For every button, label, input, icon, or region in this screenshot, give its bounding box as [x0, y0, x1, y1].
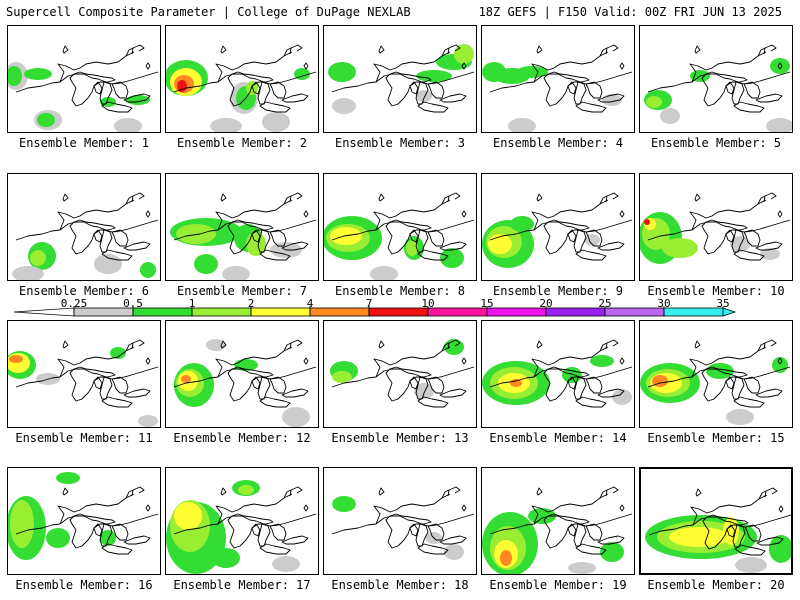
colorbar-tick-label: 25 — [598, 297, 612, 310]
run-valid-time: 18Z GEFS | F150 Valid: 00Z FRI JUN 13 20… — [478, 5, 782, 19]
colorbar-tick-label: 2 — [247, 297, 255, 310]
colorbar-tick-label: 35 — [716, 297, 730, 310]
colorbar-tick-label: 0.5 — [123, 297, 143, 310]
ensemble-map-member-5[interactable] — [639, 25, 793, 133]
ensemble-member-label: Ensemble Member: 17 — [173, 578, 311, 592]
map-graphic — [166, 480, 317, 574]
ensemble-member-label: Ensemble Member: 7 — [176, 284, 308, 298]
colorbar-tick-label: 7 — [365, 297, 373, 310]
ensemble-map-member-9[interactable] — [481, 173, 635, 281]
ensemble-member-label: Ensemble Member: 5 — [650, 136, 782, 150]
ensemble-member-label: Ensemble Member: 3 — [334, 136, 466, 150]
ensemble-member-label: Ensemble Member: 18 — [331, 578, 469, 592]
map-graphic — [331, 486, 475, 560]
colorbar-tick-label: 0.25 — [60, 297, 88, 310]
ensemble-member-label: Ensemble Member: 9 — [492, 284, 624, 298]
map-graphic — [324, 192, 475, 280]
ensemble-map-member-16[interactable] — [7, 467, 161, 575]
ensemble-member-label: Ensemble Member: 12 — [173, 431, 311, 445]
ensemble-map-member-12[interactable] — [165, 320, 319, 428]
colorbar-tick-label: 1 — [188, 297, 196, 310]
map-graphic — [330, 339, 475, 408]
ensemble-map-member-10[interactable] — [639, 173, 793, 281]
ensemble-member-label: Ensemble Member: 11 — [15, 431, 153, 445]
colorbar-tick-label: 10 — [421, 297, 435, 310]
ensemble-member-label: Ensemble Member: 15 — [647, 431, 785, 445]
ensemble-map-member-1[interactable] — [7, 25, 161, 133]
ensemble-map-member-8[interactable] — [323, 173, 477, 281]
ensemble-map-member-18[interactable] — [323, 467, 477, 575]
colorbar-tick-label: 15 — [480, 297, 494, 310]
ensemble-member-label: Ensemble Member: 14 — [489, 431, 627, 445]
ensemble-member-label: Ensemble Member: 20 — [647, 578, 785, 592]
map-graphic — [328, 44, 475, 114]
ensemble-member-label: Ensemble Member: 19 — [489, 578, 627, 592]
ensemble-map-member-13[interactable] — [323, 320, 477, 428]
map-graphic — [8, 339, 159, 427]
map-graphic — [482, 44, 633, 132]
ensemble-member-label: Ensemble Member: 2 — [176, 136, 308, 150]
colorbar-tick-label: 30 — [657, 297, 671, 310]
map-graphic — [645, 487, 791, 573]
map-graphic — [8, 472, 159, 560]
ensemble-member-label: Ensemble Member: 1 — [18, 136, 150, 150]
ensemble-map-member-17[interactable] — [165, 467, 319, 575]
map-graphic — [12, 192, 159, 280]
colorbar-segment — [545, 307, 606, 317]
colorbar-segment — [368, 307, 429, 317]
map-graphic — [644, 44, 792, 132]
ensemble-map-member-3[interactable] — [323, 25, 477, 133]
ensemble-map-member-4[interactable] — [481, 25, 635, 133]
ensemble-member-label: Ensemble Member: 10 — [647, 284, 785, 298]
colorbar-segment — [191, 307, 252, 317]
ensemble-map-member-19[interactable] — [481, 467, 635, 575]
ensemble-map-member-11[interactable] — [7, 320, 161, 428]
map-graphic — [482, 339, 633, 408]
map-graphic — [166, 44, 317, 132]
map-graphic — [640, 192, 791, 264]
map-graphic — [173, 339, 317, 427]
page-title: Supercell Composite Parameter | College … — [6, 5, 411, 19]
map-graphic — [482, 192, 633, 268]
ensemble-map-member-20[interactable] — [639, 467, 793, 575]
map-graphic — [640, 339, 791, 425]
ensemble-map-member-15[interactable] — [639, 320, 793, 428]
colorbar-tick-label: 4 — [306, 297, 314, 310]
map-graphic — [8, 44, 159, 132]
ensemble-member-label: Ensemble Member: 6 — [18, 284, 150, 298]
ensemble-member-label: Ensemble Member: 4 — [492, 136, 624, 150]
ensemble-map-member-6[interactable] — [7, 173, 161, 281]
colorbar-segment — [486, 307, 547, 317]
colorbar-segment — [250, 307, 311, 317]
map-graphic — [482, 486, 633, 574]
ensemble-map-member-14[interactable] — [481, 320, 635, 428]
colorbar-segment — [604, 307, 665, 317]
colorbar-graphic — [14, 306, 737, 317]
colorbar: 0.25 0.5 1 2 4 7 10 15 20 25 30 35 — [14, 298, 786, 318]
colorbar-tick-label: 20 — [539, 297, 553, 310]
ensemble-member-label: Ensemble Member: 8 — [334, 284, 466, 298]
colorbar-segment — [309, 307, 370, 317]
colorbar-segment — [427, 307, 488, 317]
ensemble-member-label: Ensemble Member: 16 — [15, 578, 153, 592]
ensemble-map-member-7[interactable] — [165, 173, 319, 281]
ensemble-member-label: Ensemble Member: 13 — [331, 431, 469, 445]
map-graphic — [170, 192, 317, 280]
ensemble-map-member-2[interactable] — [165, 25, 319, 133]
